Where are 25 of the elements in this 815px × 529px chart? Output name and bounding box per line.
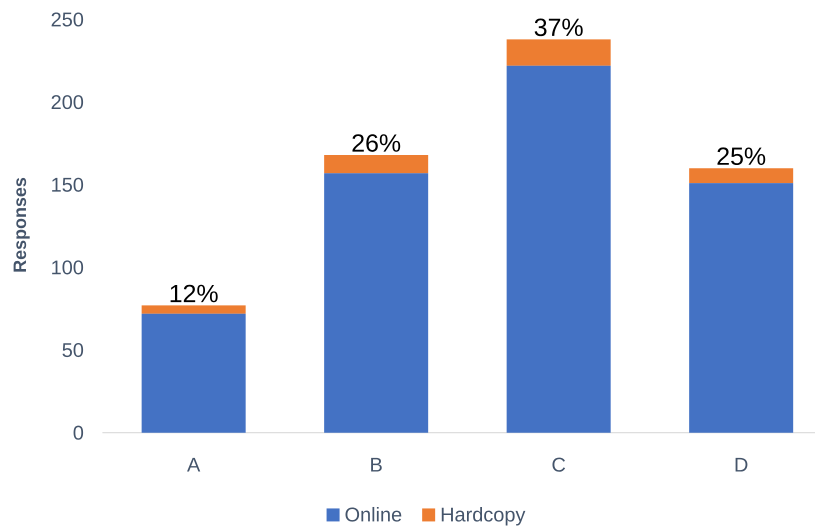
x-tick-label: D [736,458,748,472]
x-tick-label: B [371,458,382,472]
bar [142,314,246,433]
legend-label: Hardcopy [442,506,526,526]
bar [506,66,611,433]
annotation: 37% [534,18,583,36]
annotation: 12% [170,284,218,302]
y-tick-label: 100 [52,260,84,274]
annotation: 26% [352,134,400,152]
legend-label: Online [346,506,402,522]
bar [506,39,611,66]
y-tick-label: 50 [62,343,84,358]
x-tick-label: A [187,458,200,472]
bar [324,155,428,174]
y-tick-label: 250 [52,12,84,27]
y-tick-label: 200 [52,95,84,110]
bar [142,305,246,314]
y-tick-label: 150 [52,178,84,192]
y-axis-title: Responses [14,178,30,272]
x-tick-label: C [552,458,566,472]
bar [689,183,794,433]
bar [324,173,428,433]
annotation: 25% [717,147,766,166]
y-tick-label: 0 [74,426,84,440]
bar [689,168,794,184]
